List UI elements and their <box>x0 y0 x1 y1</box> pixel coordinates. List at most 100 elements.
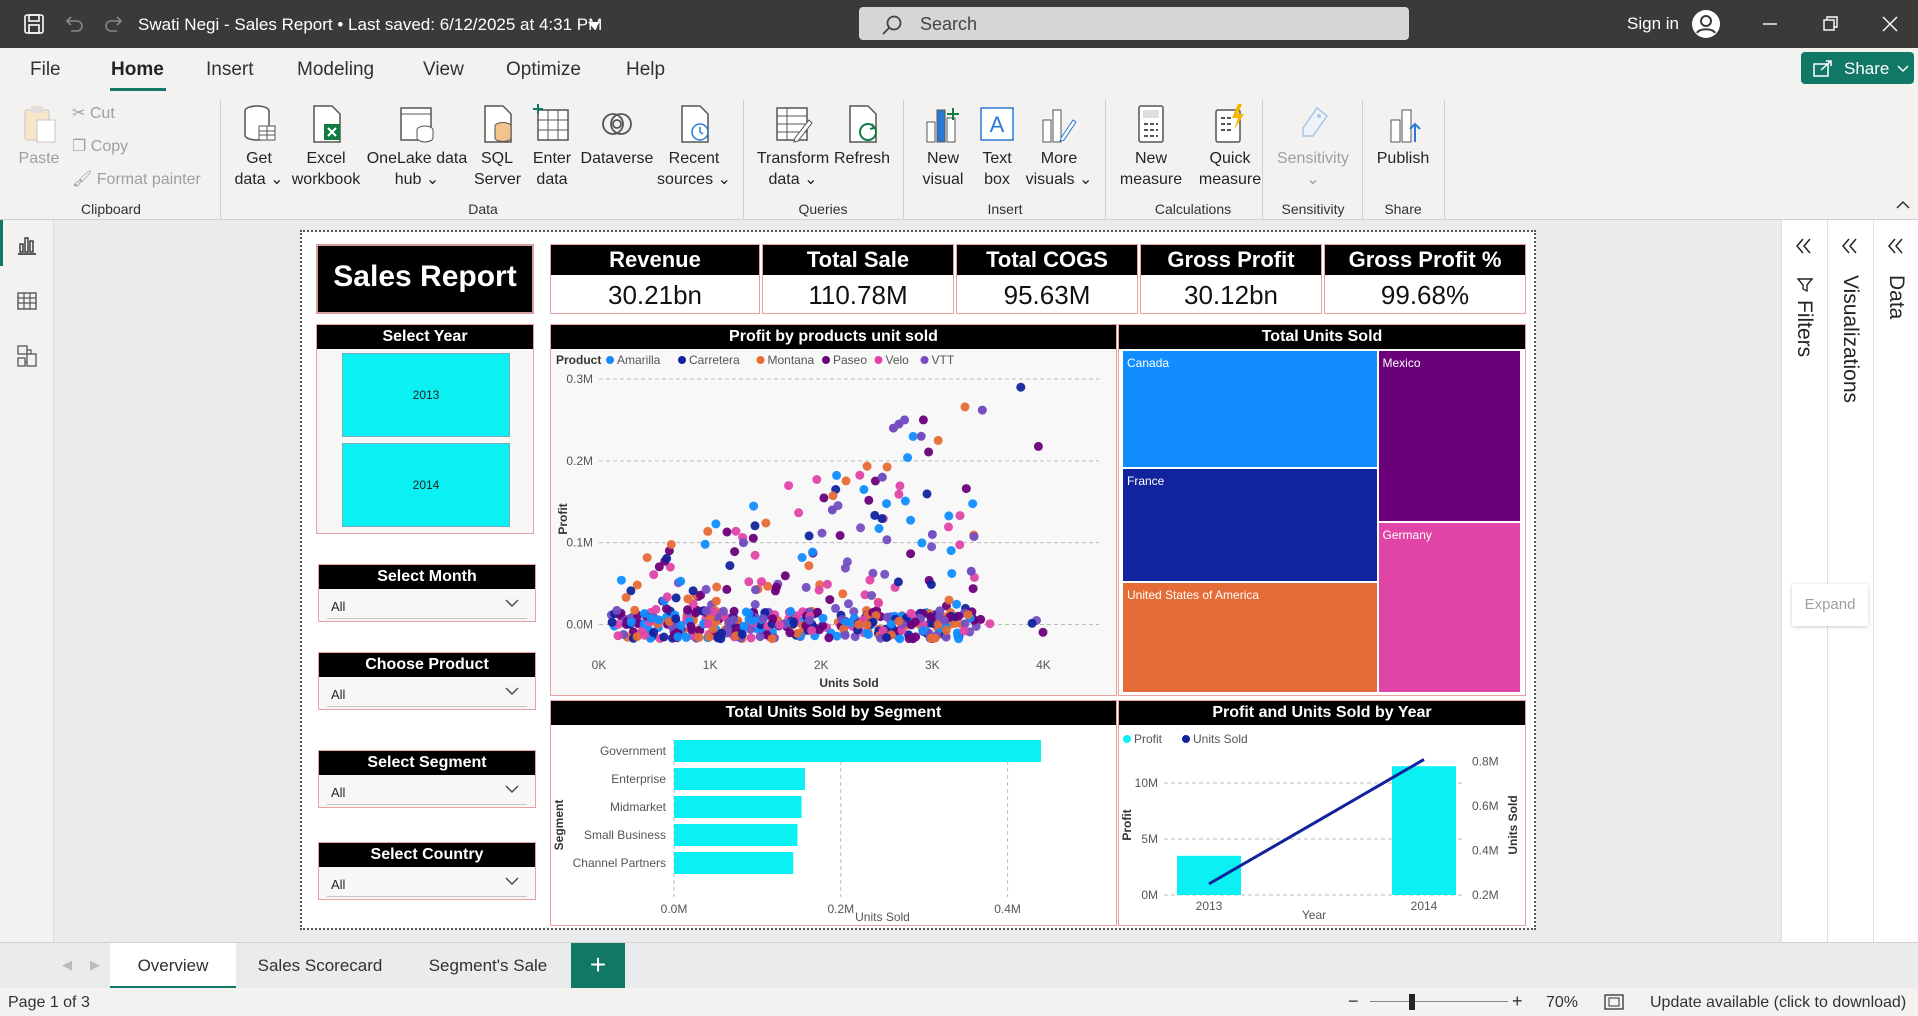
copy-button[interactable]: ❐ Copy <box>72 136 128 156</box>
scatter-chart-visual[interactable]: Profit by products unit sold Product Amar… <box>550 324 1117 696</box>
minimize-icon[interactable] <box>1758 12 1782 36</box>
restore-icon[interactable] <box>1818 12 1842 36</box>
scatter-point <box>701 606 711 616</box>
page-tab-sales-scorecard[interactable]: Sales Scorecard <box>257 956 383 975</box>
quick-measure-button[interactable]: Quick measure <box>1190 102 1270 190</box>
transform-data-icon <box>776 107 813 143</box>
title-dropdown-chevron-icon[interactable] <box>588 22 600 29</box>
visualizations-pane[interactable]: Visualizations <box>1827 220 1873 942</box>
new-visual-button[interactable]: New visual <box>918 102 968 190</box>
y-axis-label: Segment <box>552 800 566 851</box>
refresh-button[interactable]: Refresh <box>834 102 890 169</box>
segment-dropdown[interactable]: All <box>327 775 527 805</box>
onelake-data-hub-button[interactable]: OneLake data hub ⌄ <box>364 102 470 190</box>
collapse-ribbon-chevron-icon[interactable] <box>1896 200 1910 210</box>
publish-button[interactable]: Publish <box>1374 102 1432 169</box>
filters-pane[interactable]: Filters <box>1781 220 1827 942</box>
sensitivity-button[interactable]: Sensitivity ⌄ <box>1274 102 1352 190</box>
table-view-icon[interactable] <box>16 290 38 312</box>
year-tile-2014[interactable]: 2014 <box>342 443 510 527</box>
transform-label-2: data <box>768 171 800 188</box>
kpi-card-gross-profit-pct[interactable]: Gross Profit % 99.68% <box>1324 244 1526 314</box>
add-page-button[interactable]: + <box>571 943 625 989</box>
scatter-point <box>613 631 623 641</box>
dataverse-button[interactable]: Dataverse <box>580 102 654 169</box>
undo-icon[interactable] <box>62 12 86 36</box>
scatter-point <box>874 598 883 608</box>
report-view-icon[interactable] <box>16 234 38 256</box>
segment-bar-chart-visual[interactable]: Total Units Sold by Segment 0.0M 0.2M 0.4M… <box>550 700 1117 926</box>
scatter-point <box>882 535 892 545</box>
more-visuals-button[interactable]: More visuals ⌄ <box>1024 102 1094 190</box>
save-icon[interactable] <box>22 12 46 36</box>
year-tile-2013[interactable]: 2013 <box>342 353 510 437</box>
fit-to-page-icon[interactable] <box>1604 994 1624 1010</box>
treemap-tile[interactable]: United States of America <box>1123 583 1377 692</box>
page-tab-overview[interactable]: Overview <box>110 943 236 989</box>
close-icon[interactable] <box>1878 12 1902 36</box>
zoom-out-icon[interactable]: − <box>1348 991 1359 1011</box>
year-combo-chart-visual[interactable]: Profit and Units Sold by Year Profit Unit… <box>1118 700 1526 926</box>
expand-tooltip[interactable]: Expand <box>1792 584 1868 626</box>
collapse-double-chevron-icon[interactable] <box>1886 238 1906 254</box>
tab-home[interactable]: Home <box>111 59 164 80</box>
kpi-card-revenue[interactable]: Revenue 30.21bn <box>550 244 760 314</box>
tab-view[interactable]: View <box>423 59 464 80</box>
tab-optimize[interactable]: Optimize <box>506 59 581 80</box>
scatter-point <box>763 581 773 591</box>
treemap-tile[interactable]: Mexico <box>1378 351 1520 522</box>
tab-help[interactable]: Help <box>626 59 666 80</box>
kpi-card-total-cogs[interactable]: Total COGS 95.63M <box>956 244 1138 314</box>
legend-marker <box>678 356 686 364</box>
country-dropdown[interactable]: All <box>327 867 527 897</box>
redo-icon[interactable] <box>102 12 126 36</box>
sign-in-link[interactable]: Sign in <box>1627 14 1679 33</box>
scatter-point <box>639 609 649 618</box>
scatter-point <box>792 628 802 638</box>
zoom-slider-track[interactable] <box>1370 1001 1508 1002</box>
treemap-visual[interactable]: Total Units Sold Canada France United Stat… <box>1118 324 1526 696</box>
scatter-point <box>968 584 978 594</box>
format-painter-button[interactable]: 🖌 Format painter <box>72 169 201 189</box>
collapse-double-chevron-icon[interactable] <box>1840 238 1860 254</box>
kpi-card-gross-profit[interactable]: Gross Profit 30.12bn <box>1140 244 1322 314</box>
tab-file[interactable]: File <box>30 59 61 80</box>
model-view-icon[interactable] <box>16 344 38 368</box>
tab-insert[interactable]: Insert <box>206 59 254 80</box>
share-button[interactable]: Share <box>1801 52 1914 84</box>
share-icon <box>1813 60 1832 77</box>
scatter-point <box>908 431 918 441</box>
cut-button[interactable]: ✂ Cut <box>72 103 115 123</box>
treemap-tile[interactable]: France <box>1123 468 1377 582</box>
product-dropdown[interactable]: All <box>327 677 527 707</box>
tab-modeling[interactable]: Modeling <box>297 59 375 80</box>
account-avatar-icon[interactable] <box>1692 10 1720 38</box>
page-tab-segments-sale[interactable]: Segment's Sale <box>428 956 548 975</box>
scatter-point <box>724 617 734 627</box>
enter-data-button[interactable]: Enter data <box>526 102 578 190</box>
treemap-tile[interactable]: Canada <box>1123 351 1377 467</box>
month-dropdown[interactable]: All <box>327 589 527 619</box>
new-measure-button[interactable]: New measure <box>1116 102 1186 190</box>
scatter-point <box>882 462 892 472</box>
treemap-tile[interactable]: Germany <box>1378 523 1520 692</box>
sql-server-button[interactable]: SQL Server <box>474 102 521 190</box>
data-pane[interactable]: Data <box>1873 220 1918 942</box>
search-box[interactable]: Search <box>859 7 1409 40</box>
scroll-right-icon[interactable]: ▶ <box>90 957 100 972</box>
x-tick-label: 2K <box>814 658 829 672</box>
y2-tick-label: 0.4M <box>1472 844 1499 858</box>
get-data-button[interactable]: Get data ⌄ <box>234 102 284 190</box>
zoom-in-icon[interactable]: + <box>1512 991 1523 1011</box>
paste-button[interactable]: Paste <box>16 102 62 169</box>
scatter-point <box>880 569 890 579</box>
scroll-left-icon[interactable]: ◀ <box>62 957 72 972</box>
zoom-slider-thumb[interactable] <box>1409 994 1415 1010</box>
collapse-double-chevron-icon[interactable] <box>1794 238 1814 254</box>
text-box-button[interactable]: A Text box <box>974 102 1020 190</box>
update-available-link[interactable]: Update available (click to download) <box>1650 994 1907 1011</box>
recent-sources-button[interactable]: Recent sources ⌄ <box>656 102 732 190</box>
transform-data-button[interactable]: Transform data ⌄ <box>756 102 830 190</box>
excel-workbook-button[interactable]: Excel workbook <box>288 102 364 190</box>
kpi-card-total-sale[interactable]: Total Sale 110.78M <box>762 244 954 314</box>
